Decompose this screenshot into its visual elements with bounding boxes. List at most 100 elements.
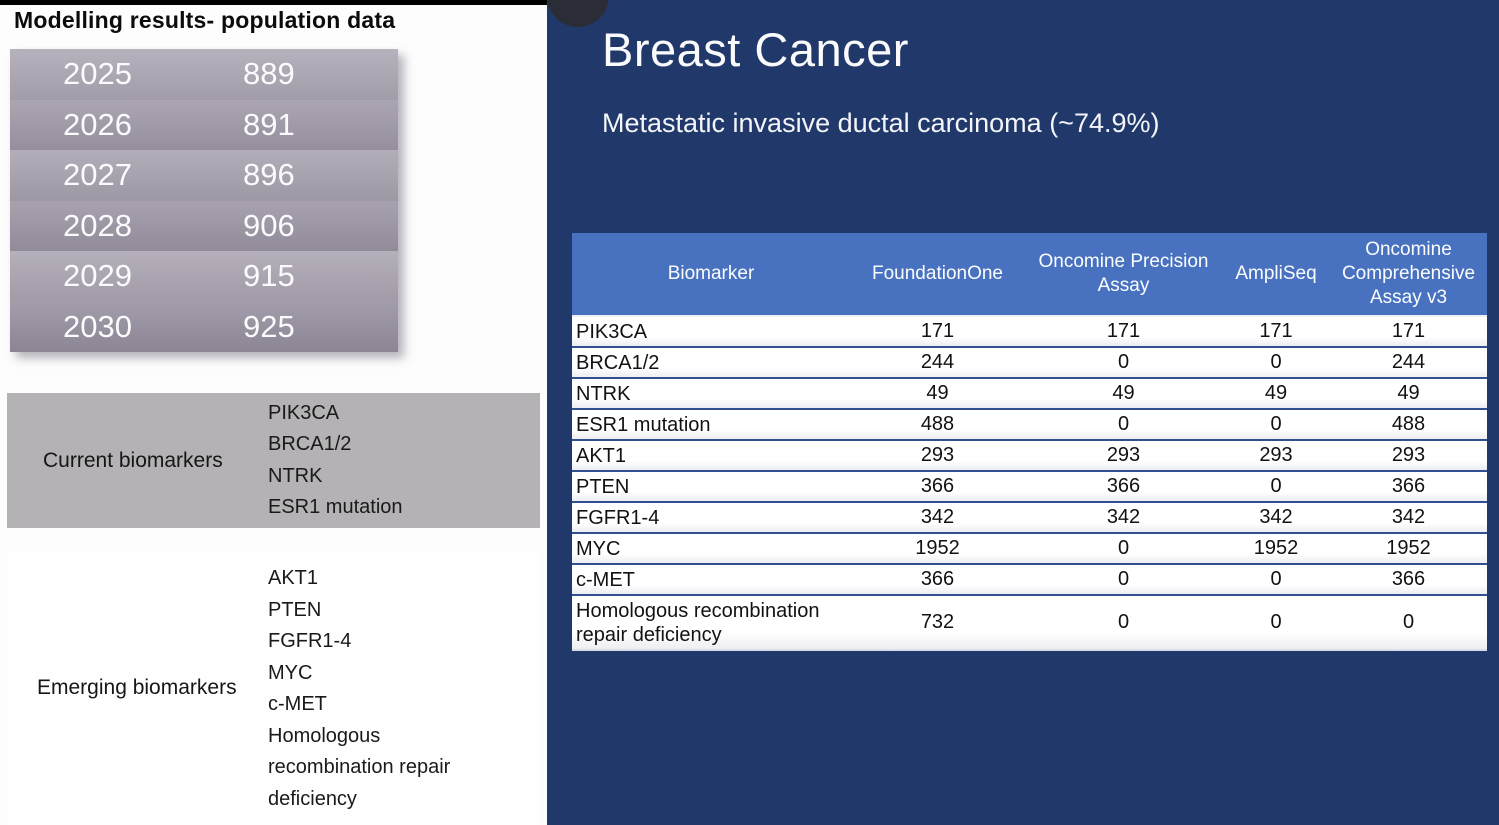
value-cell: 366 [1106,475,1141,497]
year-cell: 2025 [63,56,132,92]
emerging-biomarkers-label: Emerging biomarkers [37,676,237,699]
column-header-oncomine-precision: Oncomine Precision Assay [1038,251,1209,296]
webcam-bubble [547,0,609,27]
table-row: NTRK 49 49 49 49 [572,379,1487,410]
column-header-oncomine-comprehensive: Oncomine Comprehensive Assay v3 [1341,239,1476,308]
population-cell: 906 [243,207,295,243]
value-cell: 488 [1391,413,1426,435]
table-row: PTEN 366 366 0 366 [572,472,1487,503]
value-cell: 171 [1391,320,1426,342]
value-cell: 49 [1112,382,1135,404]
table-row: 2028 906 [10,200,398,251]
biomarker-cell: BRCA1/2 [576,351,660,374]
table-row: 2026 891 [10,99,398,150]
value-cell: 1952 [915,537,960,559]
value-cell: 49 [926,382,949,404]
value-cell: 293 [1391,444,1426,466]
value-cell: 293 [1259,444,1293,466]
value-cell: 0 [1270,475,1282,497]
table-row: c-MET 366 0 0 366 [572,565,1487,596]
year-cell: 2029 [63,258,132,294]
population-cell: 896 [243,157,295,193]
value-cell: 732 [920,611,955,633]
value-cell: 366 [920,475,955,497]
window-top-edge [0,0,547,5]
year-cell: 2026 [63,106,132,142]
current-biomarkers-block: Current biomarkers PIK3CA BRCA1/2 NTRK E… [7,393,540,528]
population-cell: 915 [243,258,295,294]
value-cell: 0 [1117,351,1130,373]
column-header-foundationone: FoundationOne [872,263,1003,284]
biomarker-assay-table: Biomarker FoundationOne Oncomine Precisi… [572,233,1487,651]
table-row: AKT1 293 293 293 293 [572,441,1487,472]
value-cell: 0 [1117,537,1130,559]
slide-title: Breast Cancer [602,23,909,76]
population-cell: 925 [243,308,295,344]
value-cell: 0 [1270,568,1282,590]
table-row: FGFR1-4 342 342 342 342 [572,503,1487,534]
value-cell: 171 [920,320,955,342]
table-row: PIK3CA 171 171 171 171 [572,317,1487,348]
value-cell: 171 [1106,320,1141,342]
biomarker-cell: Homologous recombination repair deficien… [576,599,820,646]
year-cell: 2030 [63,308,132,344]
modelling-results-panel: Modelling results- population data 2025 … [0,0,547,825]
value-cell: 488 [920,413,955,435]
assay-table-header: Biomarker FoundationOne Oncomine Precisi… [572,233,1487,317]
year-cell: 2028 [63,207,132,243]
value-cell: 49 [1264,382,1288,404]
emerging-biomarkers-block: Emerging biomarkers AKT1 PTEN FGFR1-4 MY… [7,545,540,825]
table-row: ESR1 mutation 488 0 0 488 [572,410,1487,441]
value-cell: 0 [1117,568,1130,590]
value-cell: 342 [1259,506,1293,528]
table-row: 2029 915 [10,251,398,302]
population-projection-table: 2025 889 2026 891 2027 896 2028 906 2029… [10,49,398,352]
value-cell: 0 [1270,413,1282,435]
population-cell: 891 [243,106,295,142]
population-cell: 889 [243,56,295,92]
value-cell: 49 [1397,382,1420,404]
biomarker-cell: NTRK [576,382,631,405]
value-cell: 342 [920,506,955,528]
value-cell: 0 [1270,351,1282,373]
slide-subtitle: Metastatic invasive ductal carcinoma (~7… [602,108,1160,138]
value-cell: 171 [1259,320,1293,342]
biomarker-cell: ESR1 mutation [576,413,711,436]
biomarker-cell: FGFR1-4 [576,506,660,529]
value-cell: 366 [920,568,955,590]
biomarker-cell: AKT1 [576,444,627,467]
assay-table-body: PIK3CA 171 171 171 171 BRCA1/2 244 0 0 2… [572,317,1487,651]
table-row: BRCA1/2 244 0 0 244 [572,348,1487,379]
breast-cancer-slide: Breast Cancer Metastatic invasive ductal… [547,0,1499,825]
table-row: 2030 925 [10,301,398,352]
biomarker-cell: PTEN [576,475,630,498]
biomarker-cell: c-MET [576,568,635,591]
table-row: MYC 1952 0 1952 1952 [572,534,1487,565]
value-cell: 1952 [1253,537,1299,559]
value-cell: 342 [1106,506,1141,528]
value-cell: 0 [1117,611,1130,633]
value-cell: 0 [1117,413,1130,435]
value-cell: 366 [1391,568,1426,590]
table-row: Homologous recombination repair deficien… [572,596,1487,651]
left-panel-title: Modelling results- population data [14,7,396,33]
year-cell: 2027 [63,157,132,193]
emerging-biomarkers-list: AKT1 PTEN FGFR1-4 MYC c-MET Homologous r… [268,567,451,810]
column-header-biomarker: Biomarker [667,263,755,284]
value-cell: 244 [920,351,955,373]
value-cell: 366 [1391,475,1426,497]
value-cell: 0 [1270,611,1282,633]
table-row: 2025 889 [10,49,398,100]
current-biomarkers-label: Current biomarkers [43,448,223,472]
value-cell: 244 [1391,351,1426,373]
biomarker-cell: PIK3CA [576,320,648,343]
value-cell: 1952 [1386,537,1431,559]
table-row: 2027 896 [10,150,398,201]
value-cell: 293 [1106,444,1141,466]
value-cell: 342 [1391,506,1426,528]
column-header-ampliseq: AmpliSeq [1235,263,1317,284]
value-cell: 0 [1402,611,1415,633]
value-cell: 293 [920,444,955,466]
biomarker-cell: MYC [576,537,621,560]
current-biomarkers-list: PIK3CA BRCA1/2 NTRK ESR1 mutation [268,401,403,519]
